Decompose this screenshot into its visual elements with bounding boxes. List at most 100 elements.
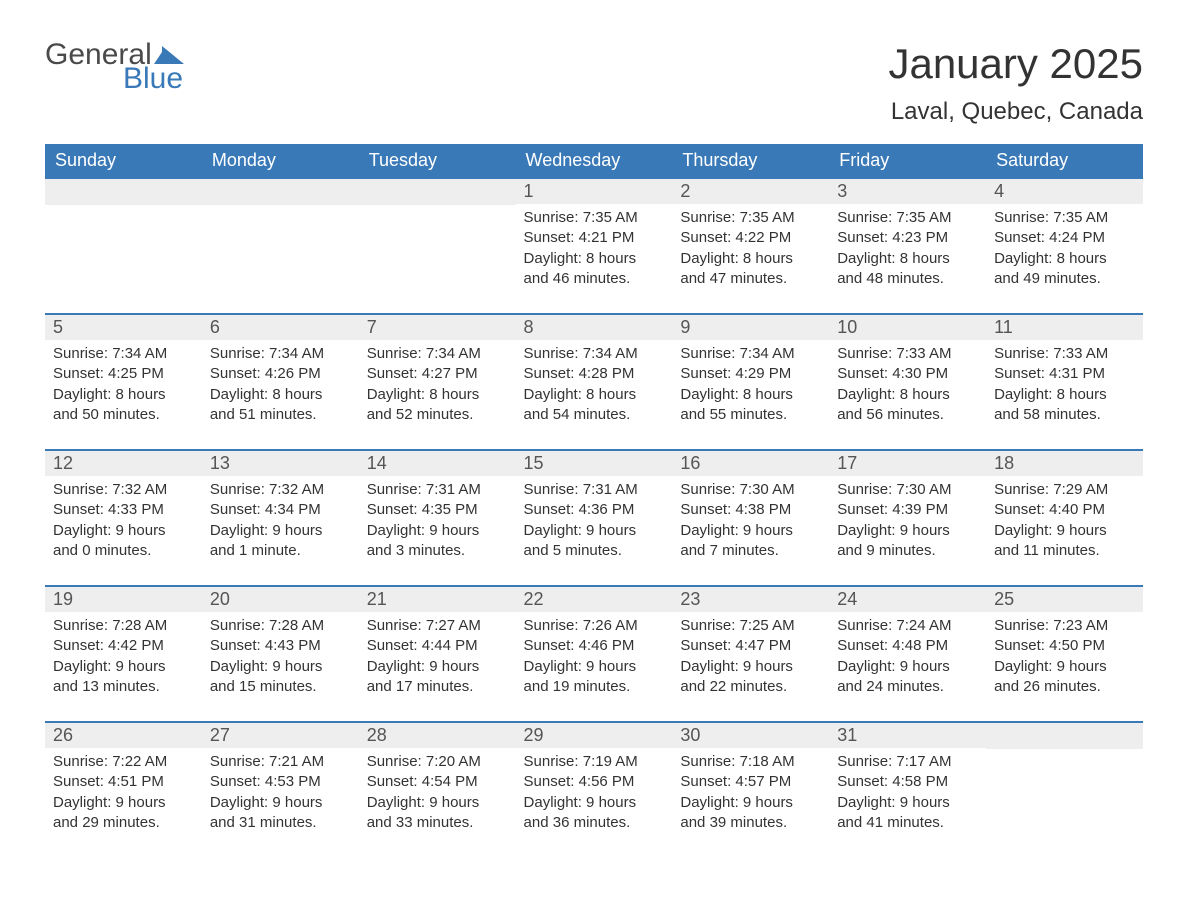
sunrise-line: Sunrise: 7:32 AM <box>53 480 194 500</box>
daylight-line: and 3 minutes. <box>367 541 508 561</box>
calendar-cell: 26Sunrise: 7:22 AMSunset: 4:51 PMDayligh… <box>45 722 202 857</box>
day-body: Sunrise: 7:34 AMSunset: 4:26 PMDaylight:… <box>202 340 359 449</box>
day-number: 26 <box>45 723 202 748</box>
calendar-cell: 1Sunrise: 7:35 AMSunset: 4:21 PMDaylight… <box>516 178 673 314</box>
day-number: 5 <box>45 315 202 340</box>
calendar-week-row: 1 Sunrise: 7:35 AM Sunset: 4:21 PM Daylight… <box>45 178 1143 314</box>
calendar-cell: 13Sunrise: 7:32 AMSunset: 4:34 PMDayligh… <box>202 450 359 586</box>
sunrise-line: Sunrise: 7:25 AM <box>680 616 821 636</box>
daylight-line: and 7 minutes. <box>680 541 821 561</box>
calendar-cell: 15Sunrise: 7:31 AMSunset: 4:36 PMDayligh… <box>516 450 673 586</box>
daylight-line: and 54 minutes. <box>524 405 665 425</box>
daylight-line: Daylight: 8 hours <box>837 385 978 405</box>
sunset-line: Sunset: 4:25 PM <box>53 364 194 384</box>
sunrise-line: Sunrise: 7:32 AM <box>210 480 351 500</box>
sunset-line: Sunset: 4:46 PM <box>524 636 665 656</box>
day-body: Sunrise: 7:20 AMSunset: 4:54 PMDaylight:… <box>359 748 516 857</box>
daylight-line: and 26 minutes. <box>994 677 1135 697</box>
sunrise-line: Sunrise: 7:35 AM <box>994 208 1135 228</box>
calendar-header-row: Sunday Monday Tuesday Wednesday Thursday… <box>45 144 1143 178</box>
calendar-cell: 3Sunrise: 7:35 AMSunset: 4:23 PMDaylight… <box>829 178 986 314</box>
calendar-cell <box>45 178 202 314</box>
day-number: 25 <box>986 587 1143 612</box>
sunrise-line: Sunrise: 7:24 AM <box>837 616 978 636</box>
calendar-cell: 14Sunrise: 7:31 AMSunset: 4:35 PMDayligh… <box>359 450 516 586</box>
daylight-line: and 39 minutes. <box>680 813 821 833</box>
day-body: Sunrise: 7:24 AMSunset: 4:48 PMDaylight:… <box>829 612 986 721</box>
sunrise-line: Sunrise: 7:34 AM <box>210 344 351 364</box>
calendar-cell: 24Sunrise: 7:24 AMSunset: 4:48 PMDayligh… <box>829 586 986 722</box>
daylight-line: and 51 minutes. <box>210 405 351 425</box>
daylight-line: Daylight: 9 hours <box>53 657 194 677</box>
day-number: 30 <box>672 723 829 748</box>
daylight-line: and 52 minutes. <box>367 405 508 425</box>
sunset-line: Sunset: 4:42 PM <box>53 636 194 656</box>
daylight-line: Daylight: 9 hours <box>53 521 194 541</box>
daylight-line: and 5 minutes. <box>524 541 665 561</box>
sunset-line: Sunset: 4:53 PM <box>210 772 351 792</box>
daylight-line: Daylight: 9 hours <box>994 521 1135 541</box>
calendar-cell: 5Sunrise: 7:34 AMSunset: 4:25 PMDaylight… <box>45 314 202 450</box>
calendar-cell: 20Sunrise: 7:28 AMSunset: 4:43 PMDayligh… <box>202 586 359 722</box>
daylight-line: and 24 minutes. <box>837 677 978 697</box>
daylight-line: Daylight: 9 hours <box>680 657 821 677</box>
daylight-line: and 36 minutes. <box>524 813 665 833</box>
daylight-line: and 50 minutes. <box>53 405 194 425</box>
calendar-cell: 12Sunrise: 7:32 AMSunset: 4:33 PMDayligh… <box>45 450 202 586</box>
sunrise-line: Sunrise: 7:33 AM <box>994 344 1135 364</box>
sunset-line: Sunset: 4:26 PM <box>210 364 351 384</box>
sunrise-line: Sunrise: 7:34 AM <box>524 344 665 364</box>
calendar-cell: 2Sunrise: 7:35 AMSunset: 4:22 PMDaylight… <box>672 178 829 314</box>
sunset-line: Sunset: 4:23 PM <box>837 228 978 248</box>
calendar-week-row: 12Sunrise: 7:32 AMSunset: 4:33 PMDayligh… <box>45 450 1143 586</box>
day-number: 10 <box>829 315 986 340</box>
calendar-cell: 18Sunrise: 7:29 AMSunset: 4:40 PMDayligh… <box>986 450 1143 586</box>
day-number: 1 <box>516 179 673 204</box>
daylight-line: and 55 minutes. <box>680 405 821 425</box>
sunset-line: Sunset: 4:57 PM <box>680 772 821 792</box>
calendar-cell: 22Sunrise: 7:26 AMSunset: 4:46 PMDayligh… <box>516 586 673 722</box>
calendar-week-row: 5Sunrise: 7:34 AMSunset: 4:25 PMDaylight… <box>45 314 1143 450</box>
calendar-cell: 6Sunrise: 7:34 AMSunset: 4:26 PMDaylight… <box>202 314 359 450</box>
day-number: 8 <box>516 315 673 340</box>
daylight-line: Daylight: 9 hours <box>367 521 508 541</box>
daylight-line: Daylight: 8 hours <box>680 249 821 269</box>
day-number: 6 <box>202 315 359 340</box>
day-body: Sunrise: 7:30 AMSunset: 4:38 PMDaylight:… <box>672 476 829 585</box>
calendar-cell: 10Sunrise: 7:33 AMSunset: 4:30 PMDayligh… <box>829 314 986 450</box>
calendar-cell: 17Sunrise: 7:30 AMSunset: 4:39 PMDayligh… <box>829 450 986 586</box>
daylight-line: and 0 minutes. <box>53 541 194 561</box>
day-number: 7 <box>359 315 516 340</box>
daylight-line: Daylight: 9 hours <box>994 657 1135 677</box>
calendar-cell <box>986 722 1143 857</box>
sunset-line: Sunset: 4:54 PM <box>367 772 508 792</box>
calendar-cell: 4Sunrise: 7:35 AMSunset: 4:24 PMDaylight… <box>986 178 1143 314</box>
calendar-cell: 29Sunrise: 7:19 AMSunset: 4:56 PMDayligh… <box>516 722 673 857</box>
sunrise-line: Sunrise: 7:29 AM <box>994 480 1135 500</box>
sunrise-line: Sunrise: 7:35 AM <box>680 208 821 228</box>
daylight-line: Daylight: 9 hours <box>524 657 665 677</box>
daylight-line: and 49 minutes. <box>994 269 1135 289</box>
sunset-line: Sunset: 4:21 PM <box>524 228 665 248</box>
day-body: Sunrise: 7:35 AMSunset: 4:24 PMDaylight:… <box>986 204 1143 313</box>
day-body: Sunrise: 7:34 AMSunset: 4:28 PMDaylight:… <box>516 340 673 449</box>
sunrise-line: Sunrise: 7:22 AM <box>53 752 194 772</box>
daylight-line: Daylight: 8 hours <box>680 385 821 405</box>
daylight-line: and 29 minutes. <box>53 813 194 833</box>
day-number: 16 <box>672 451 829 476</box>
day-header: Wednesday <box>516 144 673 178</box>
sunrise-line: Sunrise: 7:34 AM <box>53 344 194 364</box>
day-body: Sunrise: 7:34 AMSunset: 4:25 PMDaylight:… <box>45 340 202 449</box>
day-body: Sunrise: 7:25 AMSunset: 4:47 PMDaylight:… <box>672 612 829 721</box>
day-number: 24 <box>829 587 986 612</box>
daylight-line: Daylight: 9 hours <box>367 793 508 813</box>
sunset-line: Sunset: 4:29 PM <box>680 364 821 384</box>
daylight-line: and 19 minutes. <box>524 677 665 697</box>
calendar-cell: 16Sunrise: 7:30 AMSunset: 4:38 PMDayligh… <box>672 450 829 586</box>
sunrise-line: Sunrise: 7:18 AM <box>680 752 821 772</box>
daylight-line: and 46 minutes. <box>524 269 665 289</box>
calendar-cell: 21Sunrise: 7:27 AMSunset: 4:44 PMDayligh… <box>359 586 516 722</box>
day-body <box>202 205 359 305</box>
day-number <box>202 179 359 205</box>
day-header: Monday <box>202 144 359 178</box>
